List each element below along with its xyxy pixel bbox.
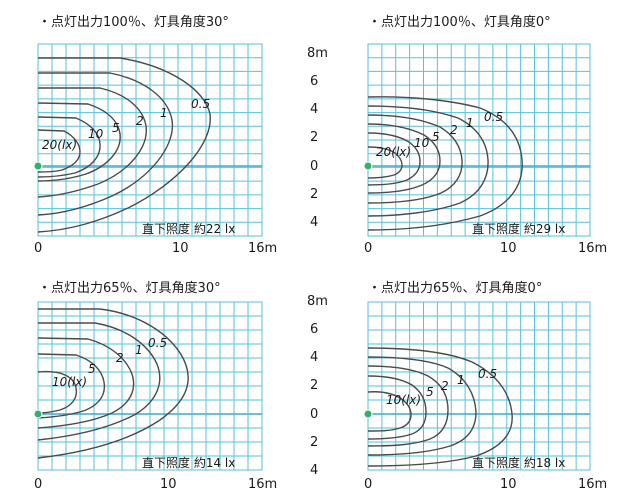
y-tick-2: 2 (310, 130, 318, 145)
illuminance-label: 直下照度 約29 lx (472, 221, 565, 236)
label-2: 2 (116, 351, 124, 365)
label-0.5: 0.5 (478, 367, 497, 381)
y-tick-4: 4 (310, 102, 318, 117)
contour-2 (367, 365, 449, 447)
label-1: 1 (135, 343, 143, 357)
y-tick-2-below: 2 (310, 187, 318, 202)
x-tick-10: 10 (172, 241, 189, 256)
y-tick-6: 6 (310, 322, 318, 337)
illuminance-label: 直下照度 約22 lx (142, 221, 235, 236)
y-tick-4: 4 (310, 350, 318, 365)
contour-1 (367, 356, 477, 456)
origin-marker (33, 161, 43, 171)
illuminance-label: 直下照度 約14 lx (142, 455, 235, 470)
x-tick-16m: 16m (578, 477, 607, 491)
panel-2-grid (367, 43, 591, 237)
label-20lx: 20(lx) (376, 145, 411, 159)
label-10lx: 10(lx) (52, 375, 87, 389)
y-scale-bottom: 8m 6 4 2 0 2 4 (307, 294, 328, 478)
panel-3: 10(lx) 5 2 1 0.5 直下照度 約14 lx 0 10 16m (33, 301, 277, 491)
label-1: 1 (160, 106, 168, 120)
panel-2: 20(lx) 10 5 2 1 0.5 直下照度 約29 lx 0 10 16m (363, 43, 607, 256)
contour-10 (367, 132, 421, 186)
contour-5 (367, 123, 441, 194)
contour-2 (37, 337, 135, 429)
label-0.5: 0.5 (148, 336, 167, 350)
label-5: 5 (88, 362, 96, 376)
contour-10 (367, 391, 412, 432)
panel-4-contours (367, 347, 513, 467)
contour-5 (37, 353, 106, 419)
panel-1-title: ・点灯出力100％、灯具角度30° (38, 15, 229, 30)
label-10: 10 (414, 136, 430, 150)
label-20lx: 20(lx) (42, 138, 77, 152)
contour-20 (37, 129, 81, 173)
contour-20 (367, 146, 403, 179)
x-tick-0: 0 (364, 477, 372, 491)
origin-marker (363, 409, 373, 419)
x-tick-16m: 16m (248, 477, 277, 491)
label-2: 2 (136, 114, 144, 128)
label-1: 1 (457, 373, 465, 387)
contour-0.5 (37, 57, 211, 233)
x-tick-10: 10 (500, 477, 517, 491)
label-5: 5 (426, 385, 434, 399)
y-tick-6: 6 (310, 74, 318, 89)
contour-0.5 (367, 347, 513, 467)
contour-5 (367, 375, 427, 440)
origin-marker (33, 409, 43, 419)
contour-1 (37, 72, 174, 216)
panel-1-contours (37, 57, 211, 233)
x-tick-16m: 16m (248, 241, 277, 256)
label-0.5: 0.5 (191, 97, 210, 111)
label-2: 2 (450, 123, 458, 137)
x-tick-0: 0 (34, 477, 42, 491)
contour-10 (37, 370, 78, 414)
panel-2-title: ・点灯出力100％、灯具角度0° (368, 15, 551, 30)
contour-2 (37, 87, 147, 198)
y-tick-8m: 8m (307, 294, 328, 309)
label-5: 5 (432, 130, 440, 144)
y-tick-4-below: 4 (310, 463, 318, 478)
origin-marker (363, 161, 373, 171)
label-1: 1 (466, 116, 474, 130)
label-5: 5 (112, 121, 120, 135)
panel-4-title: ・点灯出力65％、灯具角度0° (368, 281, 543, 296)
panel-3-title: ・点灯出力65％、灯具角度30° (38, 281, 221, 296)
y-tick-2-below: 2 (310, 435, 318, 450)
x-tick-10: 10 (500, 241, 517, 256)
y-tick-8m: 8m (307, 46, 328, 61)
y-tick-0: 0 (310, 159, 318, 174)
panel-2-contours (367, 96, 523, 231)
contour-1 (367, 105, 489, 217)
contour-10 (37, 116, 101, 178)
contour-2 (367, 114, 463, 204)
label-10lx: 10(lx) (386, 393, 421, 407)
x-tick-0: 0 (34, 241, 42, 256)
label-10: 10 (88, 127, 104, 141)
y-tick-4-below: 4 (310, 215, 318, 230)
contour-1 (37, 322, 161, 441)
contour-0.5 (37, 308, 189, 459)
y-tick-0: 0 (310, 407, 318, 422)
x-tick-16m: 16m (578, 241, 607, 256)
illuminance-label: 直下照度 約18 lx (472, 455, 565, 470)
y-tick-2: 2 (310, 378, 318, 393)
panel-1: 20(lx) 10 5 2 1 0.5 直下照度 約22 lx 0 10 16m (33, 43, 277, 256)
panel-3-contours (37, 308, 189, 459)
label-2: 2 (441, 379, 449, 393)
x-tick-0: 0 (364, 241, 372, 256)
panel-1-grid (37, 43, 263, 237)
contour-5 (37, 102, 121, 182)
x-tick-10: 10 (160, 477, 177, 491)
label-0.5: 0.5 (484, 110, 503, 124)
panel-4: 10(lx) 5 2 1 0.5 直下照度 約18 lx 0 10 16m (363, 301, 607, 491)
y-scale-top: 8m 6 4 2 0 2 4 (307, 46, 328, 230)
panel-4-grid (367, 301, 591, 471)
contour-0.5 (367, 96, 523, 231)
